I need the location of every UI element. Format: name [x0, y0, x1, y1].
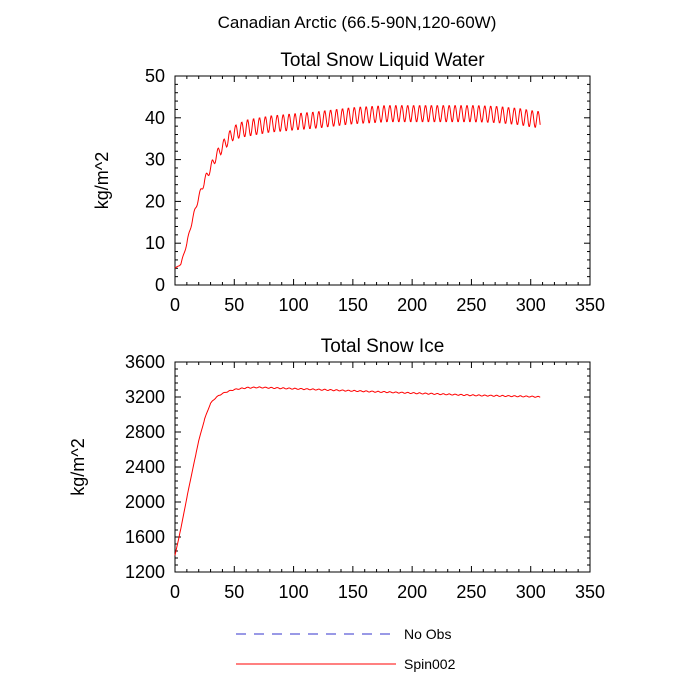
x-tick-label: 100	[279, 582, 309, 602]
y-tick-label: 1200	[125, 562, 165, 582]
x-tick-label: 250	[456, 295, 486, 315]
y-axis-label: kg/m^2	[68, 438, 88, 495]
y-tick-label: 3200	[125, 387, 165, 407]
y-tick-label: 2400	[125, 457, 165, 477]
x-tick-label: 100	[279, 295, 309, 315]
y-axis-label: kg/m^2	[92, 152, 112, 209]
x-tick-label: 350	[575, 582, 605, 602]
chart-title: Total Snow Liquid Water	[280, 50, 485, 71]
x-tick-label: 150	[338, 295, 368, 315]
y-tick-label: 30	[145, 150, 165, 170]
y-tick-label: 2000	[125, 492, 165, 512]
y-tick-label: 40	[145, 108, 165, 128]
legend: No Obs Spin002	[236, 626, 456, 672]
x-tick-label: 350	[575, 295, 605, 315]
legend-label-spin002: Spin002	[404, 656, 456, 672]
x-tick-label: 50	[224, 295, 244, 315]
x-tick-label: 200	[397, 295, 427, 315]
x-tick-label: 150	[338, 582, 368, 602]
y-tick-label: 50	[145, 66, 165, 86]
plot-frame	[174, 75, 591, 286]
legend-label-no-obs: No Obs	[404, 626, 451, 642]
chart-title: Total Snow Ice	[321, 336, 445, 357]
y-tick-label: 2800	[125, 422, 165, 442]
figure-title: Canadian Arctic (66.5-90N,120-60W)	[218, 13, 497, 32]
y-tick-label: 10	[145, 233, 165, 253]
series-line-spin002	[174, 105, 541, 269]
series-line-spin002	[174, 386, 541, 556]
x-tick-label: 300	[516, 295, 546, 315]
y-tick-label: 3600	[125, 352, 165, 372]
x-tick-label: 250	[456, 582, 486, 602]
x-tick-label: 0	[170, 295, 180, 315]
snow-ice-chart: Total Snow Ice 0 50 100 150 200 250 300 350 1200 1…	[68, 336, 605, 602]
y-tick-label: 0	[155, 275, 165, 295]
y-tick-label: 1600	[125, 527, 165, 547]
x-tick-label: 200	[397, 582, 427, 602]
x-tick-label: 0	[170, 582, 180, 602]
x-tick-label: 50	[224, 582, 244, 602]
x-tick-label: 300	[516, 582, 546, 602]
plot-frame	[174, 361, 591, 573]
y-tick-label: 20	[145, 191, 165, 211]
